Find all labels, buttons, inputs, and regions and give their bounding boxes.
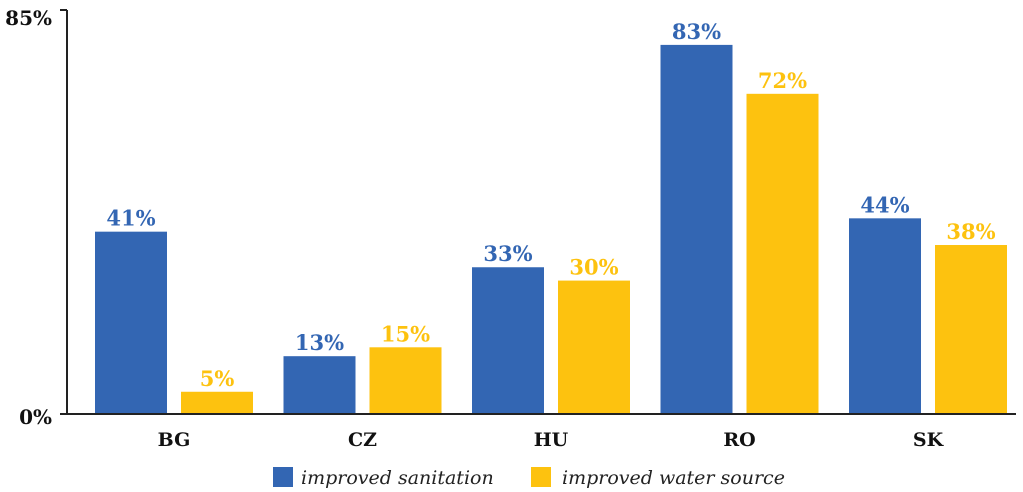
data-label-ro-series-1: 72% <box>758 68 807 93</box>
category-label-cz: CZ <box>348 429 377 451</box>
data-label-cz-series-0: 13% <box>295 330 344 355</box>
bar-cz-series-0 <box>283 356 356 414</box>
bar-bg-series-0 <box>95 231 167 414</box>
category-label-bg: BG <box>158 429 191 451</box>
legend-swatch-sanitation <box>273 467 293 487</box>
bar-ro-series-1 <box>746 93 819 414</box>
data-label-sk-series-1: 38% <box>946 219 995 244</box>
data-label-cz-series-1: 15% <box>381 321 430 346</box>
category-labels: BG CZ HU RO SK <box>158 429 945 451</box>
bar-bg-series-1 <box>181 391 253 414</box>
legend-swatch-water-source <box>531 467 551 487</box>
bar-ro-series-0 <box>660 44 733 415</box>
y-tick-label-top: 85% <box>5 6 52 30</box>
data-labels-layer: 41% 5% 13% 15% 33% 30% 83% 72% 44% 38% <box>106 19 995 391</box>
legend-label-sanitation: improved sanitation <box>301 467 494 489</box>
data-label-ro-series-0: 83% <box>672 19 721 44</box>
bar-sk-series-0 <box>849 218 921 414</box>
bars-layer <box>95 44 1007 415</box>
category-label-ro: RO <box>723 429 755 451</box>
category-label-sk: SK <box>913 429 945 451</box>
bar-cz-series-1 <box>369 347 442 414</box>
data-label-sk-series-0: 44% <box>860 192 909 217</box>
y-tick-label-bottom: 0% <box>19 405 52 429</box>
bar-hu-series-1 <box>558 280 630 414</box>
data-label-bg-series-0: 41% <box>106 206 155 231</box>
legend-label-water-source: improved water source <box>562 467 785 489</box>
bar-hu-series-0 <box>472 267 544 414</box>
bar-sk-series-1 <box>935 245 1007 414</box>
category-label-hu: HU <box>534 429 569 451</box>
data-label-hu-series-1: 30% <box>569 255 618 280</box>
data-label-bg-series-1: 5% <box>200 366 235 391</box>
data-label-hu-series-0: 33% <box>483 241 532 266</box>
legend: improved sanitation improved water sourc… <box>273 467 785 489</box>
